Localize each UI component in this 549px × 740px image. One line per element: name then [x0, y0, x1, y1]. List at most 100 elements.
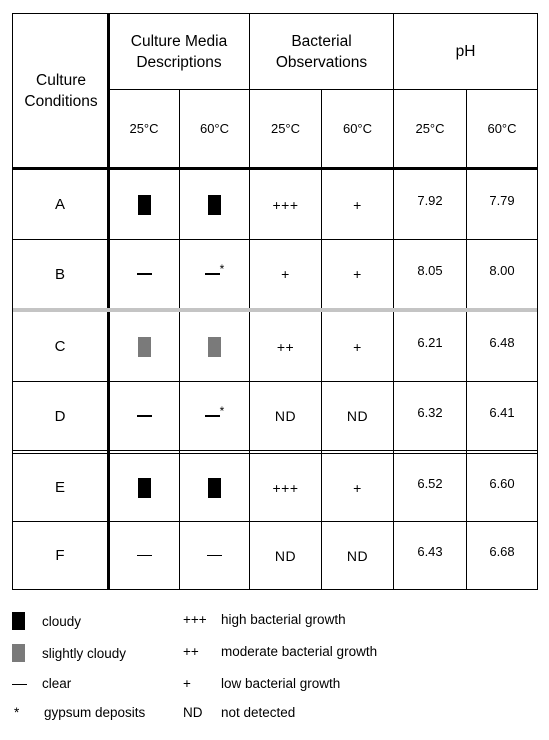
legend-label: clear — [42, 676, 72, 691]
clear-marker — [136, 273, 152, 275]
table-cell — [109, 240, 179, 308]
legend-item: ++ moderate bacterial growth — [183, 644, 377, 659]
temp-60-bacterial: 60°C — [342, 121, 373, 136]
col-divider — [179, 89, 180, 589]
legend-item: clear — [12, 676, 71, 691]
legend-label: not detected — [221, 705, 296, 720]
cell-value: +++ — [272, 479, 299, 496]
table-cell: 6.52 — [394, 454, 466, 521]
cloudy-marker — [137, 477, 151, 498]
legend-item: cloudy — [12, 612, 81, 630]
growth-symbol: ++ — [183, 644, 199, 659]
table-cell: ND — [250, 382, 321, 450]
cloudy-marker — [208, 194, 221, 215]
col-divider — [466, 89, 467, 589]
cloudy-marker — [208, 477, 221, 498]
table-cell — [109, 382, 179, 450]
row-label: C — [54, 338, 66, 355]
legend-item: +++ high bacterial growth — [183, 612, 346, 627]
cloudy-marker — [137, 194, 151, 215]
col-divider — [393, 14, 394, 589]
cell-value: 6.60 — [489, 476, 515, 491]
row-divider — [13, 521, 537, 522]
table-cell: +++ — [250, 170, 321, 239]
col-divider — [321, 89, 322, 589]
temp-25-bacterial: 25°C — [270, 121, 301, 136]
cell-value: 6.43 — [417, 544, 443, 559]
table-cell: C — [13, 312, 107, 381]
temp-25-media: 25°C — [129, 121, 159, 136]
clear-marker — [136, 554, 152, 557]
table-cell: D — [13, 382, 107, 450]
legend-label: low bacterial growth — [221, 676, 341, 691]
table-cell — [109, 170, 179, 239]
table-cell: ++ — [250, 312, 321, 381]
cell-value: 6.68 — [489, 544, 515, 559]
legend-item: * gypsum deposits — [12, 705, 145, 720]
table-cell — [180, 312, 249, 381]
cell-value: + — [353, 338, 362, 355]
cell-value: +++ — [272, 196, 299, 213]
col-divider — [107, 14, 110, 589]
table-cell: 6.41 — [467, 382, 537, 450]
growth-symbol: +++ — [183, 612, 207, 627]
table-cell: + — [322, 240, 393, 308]
table-cell — [109, 312, 179, 381]
cell-value: + — [353, 266, 362, 282]
cell-value: 6.48 — [489, 335, 515, 350]
table-cell: B — [13, 240, 107, 308]
clear-marker — [204, 415, 220, 417]
row-divider — [13, 239, 537, 240]
col-divider — [249, 14, 250, 589]
clear-marker — [136, 415, 152, 417]
clear-swatch — [12, 676, 42, 691]
cell-value: ND — [274, 547, 297, 564]
table-cell: 6.48 — [467, 312, 537, 381]
temp-60-ph: 60°C — [487, 121, 517, 136]
table-cell: + — [322, 454, 393, 521]
table-cell: F — [13, 522, 107, 589]
cloudy-swatch — [12, 612, 42, 630]
conditions-header: Culture Conditions — [24, 72, 98, 110]
row-divider-double — [13, 450, 537, 451]
cell-value: 8.00 — [489, 262, 515, 278]
table-cell: ND — [250, 522, 321, 589]
cell-value: ND — [274, 408, 297, 424]
table-cell — [180, 454, 249, 521]
row-divider-double — [13, 453, 537, 454]
row-label: B — [54, 265, 65, 283]
cell-value: 8.05 — [417, 262, 443, 278]
header-bottom-rule — [13, 167, 537, 170]
table-cell: + — [322, 170, 393, 239]
table-cell: 6.60 — [467, 454, 537, 521]
growth-symbol: ND — [183, 705, 203, 720]
row-divider — [13, 381, 537, 382]
legend-item: ND not detected — [183, 705, 295, 720]
table-cell: ND — [322, 522, 393, 589]
gypsum-marker: * — [219, 404, 225, 418]
cell-value: + — [353, 196, 362, 213]
table-cell: A — [13, 170, 107, 239]
culture-table: Culture Conditions Culture Media Descrip… — [12, 13, 538, 590]
gypsum-marker: * — [219, 262, 225, 276]
legend-label: high bacterial growth — [221, 612, 346, 627]
table-cell: 7.79 — [467, 170, 537, 239]
table-cell: + — [250, 240, 321, 308]
table-cell: ND — [322, 382, 393, 450]
table-cell: 7.92 — [394, 170, 466, 239]
row-label: F — [55, 547, 65, 564]
header-divider — [109, 89, 538, 90]
slightly-cloudy-marker — [208, 336, 221, 357]
table-cell: + — [322, 312, 393, 381]
slightly-cloudy-marker — [137, 336, 151, 357]
legend-label: cloudy — [42, 613, 82, 629]
legend-label: gypsum deposits — [44, 705, 146, 720]
row-label: D — [54, 407, 66, 425]
cell-value: 6.52 — [417, 476, 443, 491]
cell-value: 6.21 — [417, 335, 443, 350]
table-cell: 6.68 — [467, 522, 537, 589]
legend-item: + low bacterial growth — [183, 676, 340, 691]
clear-marker — [207, 554, 222, 557]
table-cell: E — [13, 454, 107, 521]
table-cell — [180, 170, 249, 239]
